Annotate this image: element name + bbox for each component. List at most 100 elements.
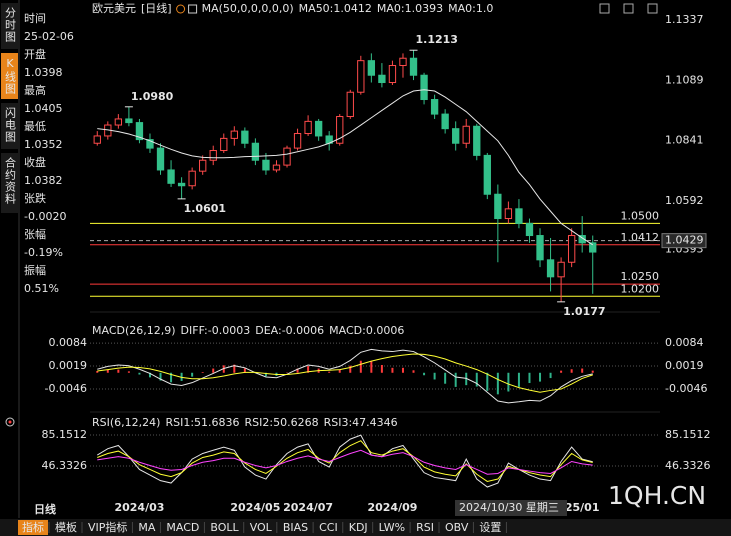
x-tick-label: 2024/09 <box>367 501 417 514</box>
toolbar-tab[interactable]: BOLL <box>210 521 239 534</box>
add-icon[interactable] <box>176 4 186 14</box>
cursor-date-box <box>455 500 567 516</box>
legend-entry: MA(50,0,0,0,0,0) <box>202 2 294 15</box>
toolbar-tab[interactable]: CCI <box>319 521 338 534</box>
y-tick-label: -0.0046 <box>45 382 87 395</box>
chart-title: RSI(6,12,24) <box>92 416 160 429</box>
y-tick-label: 1.0841 <box>665 134 704 147</box>
info-value: -0.0020 <box>24 210 66 223</box>
candle-body <box>114 118 123 126</box>
toolbar-tab[interactable]: VIP指标 <box>88 520 127 534</box>
toolbar-tab-bg[interactable] <box>18 520 48 535</box>
info-label: 振幅 <box>24 263 46 277</box>
toolbar-tab-bg[interactable] <box>475 520 506 535</box>
annotation: 1.0177 <box>563 305 605 318</box>
chart-title: 欧元美元 <box>92 2 136 15</box>
gear-icon-dot <box>8 420 12 424</box>
sidebar-tab-bg[interactable] <box>1 53 18 99</box>
toolbar-tab[interactable]: RSI <box>416 521 434 534</box>
y-tick-label: 85.1512 <box>665 428 711 441</box>
price-tag-box <box>661 233 707 249</box>
candle-body <box>515 208 523 224</box>
candle-body <box>272 164 281 171</box>
info-value: 1.0405 <box>24 102 63 115</box>
annotation: 1.0980 <box>131 90 174 103</box>
x-tick-label: 2024/05 <box>230 501 280 514</box>
y-tick-label: 0.0084 <box>49 336 88 349</box>
toolbar-tab-bg[interactable] <box>162 520 204 535</box>
info-label: 最高 <box>24 83 46 97</box>
sidebar-tab[interactable]: 合约资料 <box>4 156 17 205</box>
toolbar-tab[interactable]: MACD <box>166 521 199 534</box>
toolbar-tab[interactable]: BIAS <box>283 521 308 534</box>
y-tick-label: 46.3326 <box>665 459 711 472</box>
candle-body <box>388 65 397 84</box>
candle-body <box>209 150 217 161</box>
candle-body <box>156 147 165 171</box>
window-icon[interactable] <box>599 3 610 14</box>
series-line <box>97 434 593 488</box>
toolbar-tab[interactable]: OBV <box>445 521 469 534</box>
candle-body <box>504 208 513 220</box>
sidebar-tab[interactable]: K线图 <box>4 57 17 95</box>
toolbar-tab-bg[interactable] <box>278 520 313 535</box>
window-icon[interactable] <box>623 3 634 14</box>
sidebar-tab-bg[interactable] <box>1 103 18 149</box>
toolbar-tab-bg[interactable] <box>344 520 372 535</box>
toolbar-tab-bg[interactable] <box>206 520 243 535</box>
toolbar-tab-bg[interactable] <box>134 520 160 535</box>
toolbar-tab[interactable]: 指标 <box>22 520 44 534</box>
sidebar-tab[interactable]: 闪电图 <box>4 106 17 143</box>
toolbar-tab-bg[interactable] <box>51 520 81 535</box>
sidebar-tab[interactable]: 分时图 <box>4 7 17 43</box>
candle-body <box>230 130 238 139</box>
gear-icon[interactable] <box>5 417 15 427</box>
toolbar-tab[interactable]: VOL <box>250 521 273 534</box>
candle-body <box>262 159 270 171</box>
y-tick-label: -0.0046 <box>665 382 707 395</box>
toolbar-tab[interactable]: MA <box>138 521 155 534</box>
candle-body <box>462 125 470 144</box>
toolbar-tab-bg[interactable] <box>374 520 410 535</box>
candle-body <box>177 182 186 187</box>
info-label: 最低 <box>24 120 46 133</box>
toolbar-tab[interactable]: 模板 <box>55 520 77 534</box>
candle-body <box>367 60 376 76</box>
candle-body <box>199 159 207 172</box>
series-line <box>97 440 593 482</box>
sidebar-tab-bg[interactable] <box>1 3 18 49</box>
toolbar-tab-bg[interactable] <box>245 520 276 535</box>
candle-body <box>441 113 449 130</box>
info-value: 1.0352 <box>24 138 63 151</box>
legend-entry: RSI1:51.6836 <box>165 416 239 429</box>
y-tick-label: 1.1337 <box>665 13 704 26</box>
y-tick-label: 0.0019 <box>49 359 88 372</box>
sidebar-tab-bg[interactable] <box>1 153 18 213</box>
series-line <box>97 449 593 475</box>
x-tick-label: 2024/07 <box>283 501 333 514</box>
toolbar-tab-bg[interactable] <box>412 520 438 535</box>
window-icon[interactable] <box>647 3 658 14</box>
info-value: 0.51% <box>24 282 59 295</box>
chart-title: MACD(26,12,9) <box>92 324 176 337</box>
candle-body <box>452 128 460 144</box>
legend-entry: MA50:1.0412 <box>299 2 372 15</box>
cursor-date: 2024/10/30 星期三 <box>459 501 559 514</box>
watermark: 1QH.CN <box>608 481 706 510</box>
legend-entry: RSI3:47.4346 <box>324 416 398 429</box>
ma-icon[interactable] <box>188 4 198 14</box>
toolbar-tab-bg[interactable] <box>315 520 342 535</box>
toolbar-tab[interactable]: LW% <box>379 521 405 534</box>
candle-body <box>346 91 354 118</box>
legend-entry: DIFF:-0.0003 <box>181 324 251 337</box>
legend-entry: MACD:0.0006 <box>329 324 404 337</box>
toolbar-tab-bg[interactable] <box>84 520 132 535</box>
y-tick-label: 1.0592 <box>665 194 704 207</box>
candle-body <box>146 139 154 149</box>
candle-body <box>494 193 502 220</box>
toolbar-tab-bg[interactable] <box>441 520 473 535</box>
toolbar-tab[interactable]: 设置 <box>479 521 501 534</box>
toolbar-tab[interactable]: KDJ <box>349 521 368 534</box>
info-label: 收盘 <box>24 155 46 169</box>
